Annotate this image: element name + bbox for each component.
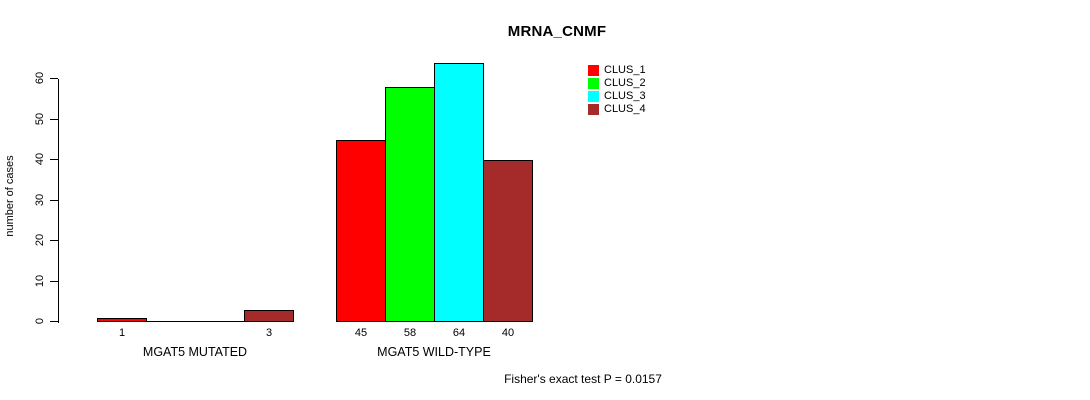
legend-item-clus_3: CLUS_3 bbox=[588, 90, 646, 103]
bar-clus_1-group2 bbox=[336, 140, 386, 322]
legend-item-clus_1: CLUS_1 bbox=[588, 64, 646, 77]
y-tick bbox=[50, 78, 58, 79]
bar-clus_2-group2 bbox=[385, 87, 435, 322]
y-tick bbox=[50, 281, 58, 282]
y-tick-label: 0 bbox=[34, 317, 46, 325]
legend-item-clus_2: CLUS_2 bbox=[588, 77, 646, 90]
legend: CLUS_1 CLUS_2 CLUS_3 CLUS_4 bbox=[588, 64, 646, 116]
legend-label: CLUS_1 bbox=[604, 64, 646, 76]
legend-item-clus_4: CLUS_4 bbox=[588, 103, 646, 116]
y-tick-label: 10 bbox=[34, 274, 46, 288]
y-tick-label: 20 bbox=[34, 233, 46, 247]
y-tick bbox=[50, 321, 58, 322]
bar-value-label: 58 bbox=[403, 327, 417, 339]
bar-value-label: 1 bbox=[118, 327, 126, 339]
y-tick-label: 60 bbox=[34, 71, 46, 85]
y-tick-label: 40 bbox=[34, 152, 46, 166]
legend-swatch-icon bbox=[588, 104, 599, 115]
legend-swatch-icon bbox=[588, 65, 599, 76]
legend-label: CLUS_2 bbox=[604, 77, 646, 89]
y-tick bbox=[50, 200, 58, 201]
y-tick-label: 50 bbox=[34, 112, 46, 126]
legend-label: CLUS_4 bbox=[604, 103, 646, 115]
legend-label: CLUS_3 bbox=[604, 90, 646, 102]
bar-value-label: 64 bbox=[452, 327, 466, 339]
y-tick-label: 30 bbox=[34, 193, 46, 207]
category-label-group2: MGAT5 WILD-TYPE bbox=[377, 345, 491, 359]
legend-swatch-icon bbox=[588, 91, 599, 102]
group-baseline bbox=[336, 321, 533, 322]
stat-annotation: Fisher's exact test P = 0.0157 bbox=[504, 372, 662, 386]
bar-value-label: 3 bbox=[265, 327, 273, 339]
category-label-group1: MGAT5 MUTATED bbox=[142, 345, 248, 359]
bar-clus_3-group2 bbox=[434, 63, 484, 322]
chart-title: MRNA_CNMF bbox=[507, 23, 607, 40]
y-tick bbox=[50, 119, 58, 120]
legend-swatch-icon bbox=[588, 78, 599, 89]
bar-value-label: 40 bbox=[501, 327, 515, 339]
group-baseline bbox=[97, 321, 294, 322]
y-tick bbox=[50, 240, 58, 241]
y-axis-title: number of cases bbox=[4, 155, 16, 237]
bar-clus_4-group2 bbox=[483, 160, 533, 322]
bar-value-label: 45 bbox=[354, 327, 368, 339]
y-tick bbox=[50, 159, 58, 160]
y-axis-line bbox=[58, 79, 59, 323]
